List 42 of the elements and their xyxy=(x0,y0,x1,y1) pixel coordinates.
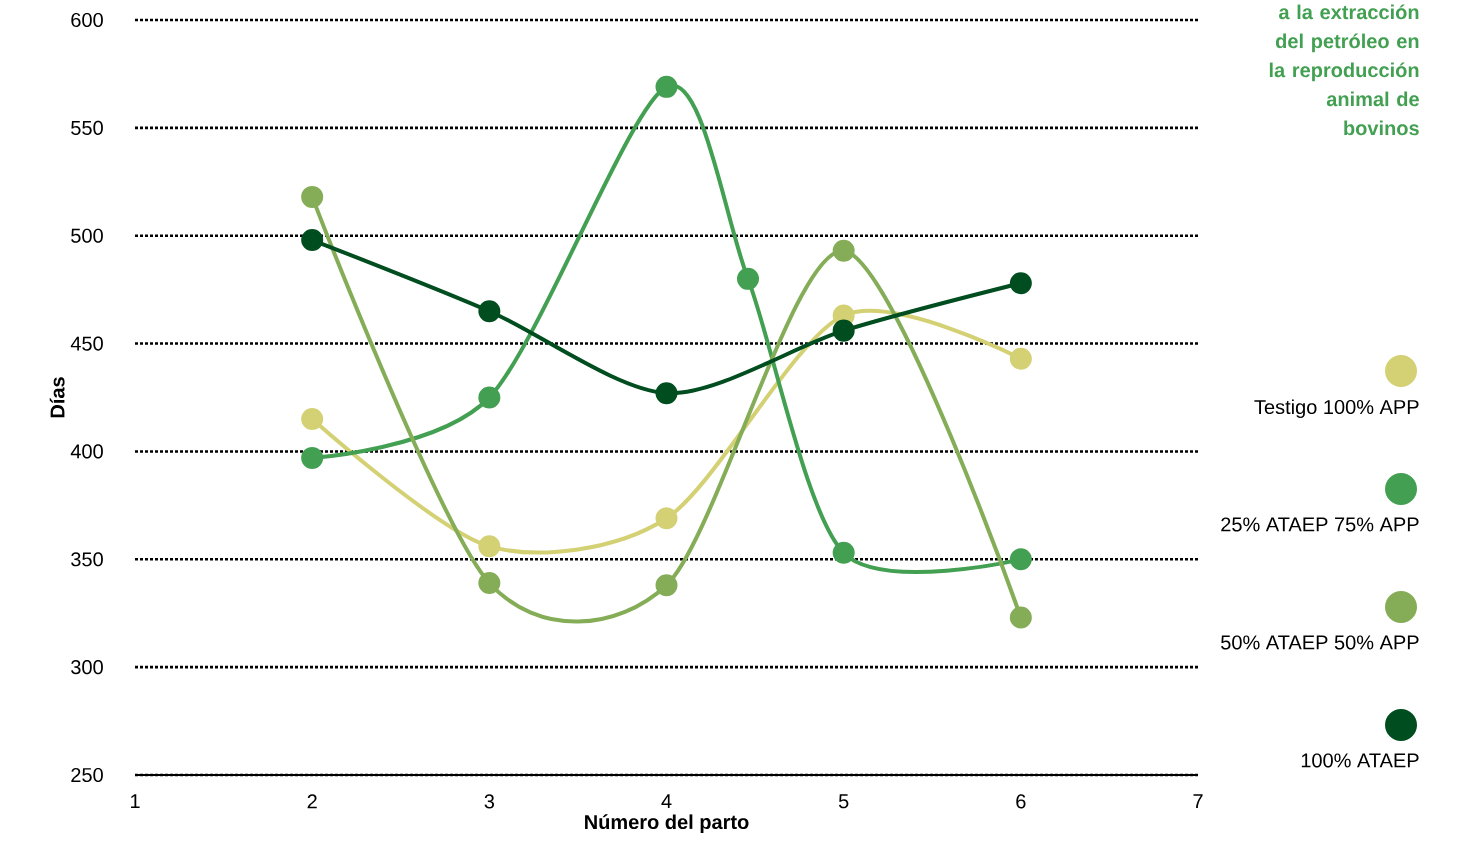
y-tick-label: 300 xyxy=(71,660,103,675)
point xyxy=(737,267,760,290)
point xyxy=(478,572,501,595)
y-tick-label: 400 xyxy=(70,444,103,459)
point xyxy=(478,386,501,409)
x-tick-label: 1 xyxy=(130,794,140,809)
point xyxy=(1009,272,1032,295)
x-tick-label: 2 xyxy=(307,794,317,809)
point xyxy=(301,408,324,431)
y-tick-label: 450 xyxy=(70,336,103,351)
y-tick-label: 600 xyxy=(71,12,103,28)
y-tick-label: 250 xyxy=(71,767,103,783)
point xyxy=(1009,347,1032,370)
point xyxy=(1009,606,1032,629)
y-axis-title: Días xyxy=(49,377,65,418)
legend-label: 50% ATAEP 50% APP xyxy=(1221,635,1419,650)
point xyxy=(655,382,678,405)
point xyxy=(655,507,678,530)
legend-label: 25% ATAEP 75% APP xyxy=(1221,517,1419,532)
x-tick-label: 4 xyxy=(661,794,672,809)
point xyxy=(301,446,324,469)
y-tick-label: 500 xyxy=(71,228,103,243)
point xyxy=(301,185,324,208)
x-tick-label: 3 xyxy=(484,794,495,809)
x-axis-title: Número del parto xyxy=(585,814,749,834)
legend-label: 100% ATAEP xyxy=(1301,753,1419,768)
y-tick-label: 350 xyxy=(71,552,103,567)
point xyxy=(832,541,855,564)
point xyxy=(301,229,324,252)
legend-label: Testigo 100% APP xyxy=(1254,399,1419,419)
point xyxy=(478,300,501,323)
text: a la extracción del petróleo en la reproducción animal de bovinos xyxy=(1269,4,1419,136)
x-tick-label: 5 xyxy=(838,794,849,809)
point xyxy=(832,319,855,342)
point xyxy=(655,574,678,597)
point xyxy=(1009,548,1032,571)
x-tick-label: 7 xyxy=(1193,794,1203,809)
point xyxy=(655,75,678,98)
point xyxy=(478,535,501,558)
point xyxy=(832,239,855,262)
y-tick-label: 550 xyxy=(71,120,103,135)
x-tick-label: 6 xyxy=(1016,794,1026,809)
